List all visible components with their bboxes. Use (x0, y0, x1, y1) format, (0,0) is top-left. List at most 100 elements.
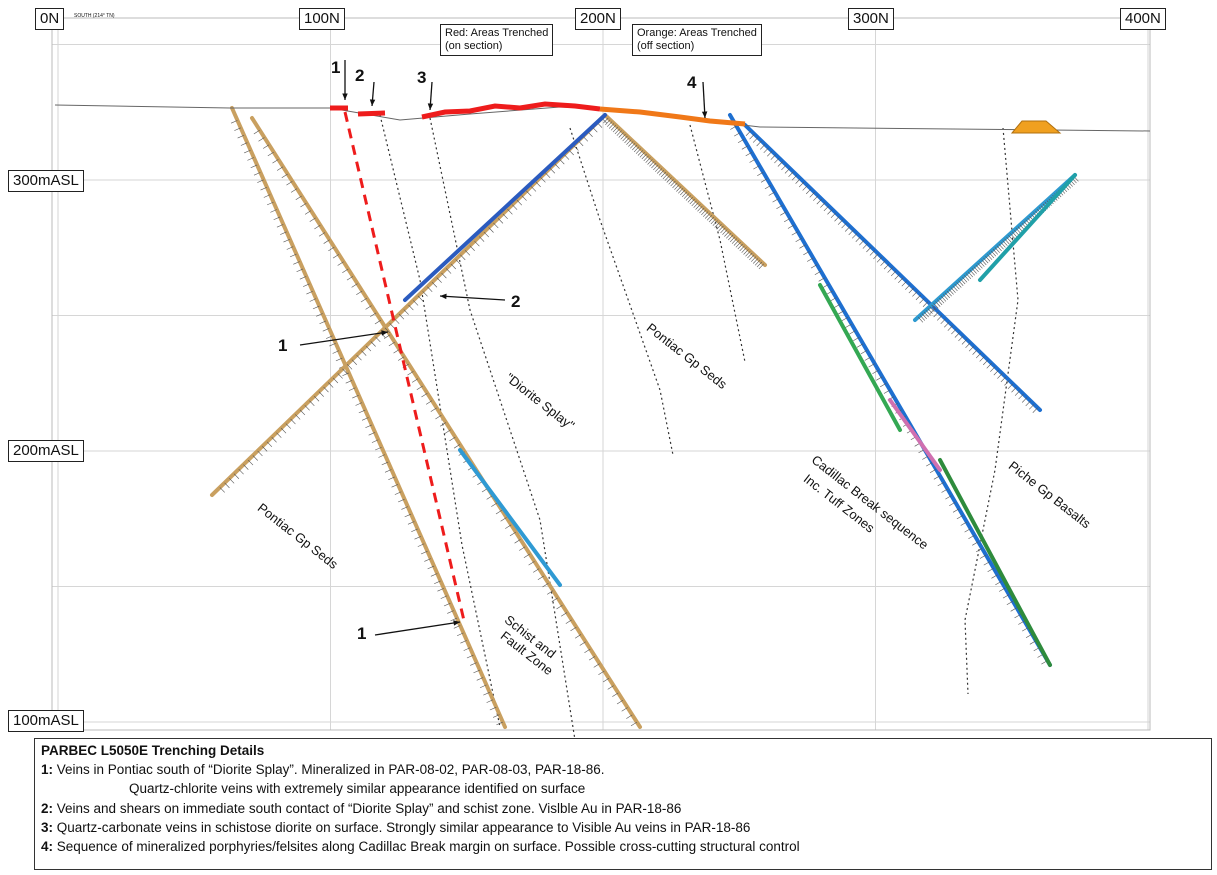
hole-tick (384, 327, 391, 334)
hole-tick (560, 612, 568, 617)
callout-arrow-2 (439, 295, 506, 301)
drill-hole-traces (210, 106, 1079, 729)
hole-tick (637, 150, 643, 156)
callout-1-lower: 1 (357, 624, 367, 643)
hole-tick (1004, 380, 1010, 386)
hole-tick (593, 663, 600, 668)
hole-tick (731, 238, 738, 244)
hole-tick (630, 142, 636, 149)
hole-tick (883, 389, 891, 394)
hole-tick (309, 217, 316, 222)
hole-tick (898, 277, 904, 284)
hole-tick (610, 124, 617, 131)
hole-tick (972, 349, 978, 355)
hole-tick (624, 137, 630, 144)
hole-tick (964, 275, 970, 281)
hole-tick (530, 186, 537, 192)
hole-tick (352, 394, 359, 399)
hole-tick (549, 167, 556, 174)
trench-on-section (357, 110, 386, 117)
hole-tick (455, 259, 461, 265)
fault-trace (569, 127, 674, 456)
hole-tick (998, 587, 1006, 592)
hole-tick (670, 180, 676, 187)
hole-tick (1025, 633, 1033, 638)
hole-tick (460, 640, 467, 644)
hole-tick (990, 366, 996, 372)
hole-tick (309, 400, 315, 407)
hole-tick (237, 134, 245, 139)
hole-tick (614, 128, 620, 135)
hole-tick (926, 462, 933, 467)
hole-tick (500, 517, 507, 522)
hole-tick (649, 160, 655, 167)
hole-tick (941, 296, 947, 302)
hole-tick (514, 539, 521, 544)
hole-tick (998, 243, 1004, 250)
hole-tick (621, 707, 628, 712)
details-item-1: 1: Veins in Pontiac south of “Diorite Sp… (41, 762, 605, 778)
hole-tick (285, 423, 291, 429)
hole-tick (944, 322, 950, 328)
hole-tick (407, 521, 415, 525)
hole-tick (313, 395, 320, 402)
hole-tick (915, 294, 922, 301)
hole-tick (806, 257, 814, 262)
hole-tick (449, 436, 456, 442)
details-item-4: 4: Sequence of mineralized porphyries/fe… (41, 839, 800, 855)
hole-tick (687, 196, 693, 203)
mineralized-interval (888, 398, 942, 472)
hole-tick (393, 349, 400, 354)
hole-tick (316, 313, 323, 317)
details-item-3: 3: Quartz-carbonate veins in schistose d… (41, 819, 751, 835)
hole-tick (1008, 235, 1014, 241)
hole-tick (554, 163, 560, 169)
hole-tick (389, 323, 395, 329)
hole-tick (370, 341, 376, 347)
hole-tick (318, 232, 326, 237)
hole-tick (788, 171, 794, 177)
hole-tick (672, 182, 678, 189)
hole-tick (841, 317, 848, 322)
trench-marker-4: 4 (687, 73, 697, 92)
hole-tick (952, 285, 958, 292)
hole-tick (262, 446, 268, 452)
hole-tick (726, 232, 732, 239)
hole-tick (983, 257, 989, 264)
hole-tick (523, 553, 530, 559)
hole-tick (933, 475, 941, 480)
trench-on-section (421, 101, 601, 120)
hole-tick (574, 634, 582, 639)
hole-tick (491, 502, 498, 507)
hole-tick (727, 234, 734, 241)
hole-tick (956, 515, 964, 520)
fault-trace (689, 124, 746, 363)
hole-tick (612, 692, 619, 697)
hole-tick (887, 267, 893, 273)
hole-tick (460, 254, 466, 261)
hole-tick (351, 283, 358, 288)
hole-tick (848, 229, 854, 236)
hole-tick (749, 254, 755, 261)
hole-tick (697, 205, 703, 212)
hole-tick (502, 213, 508, 220)
details-title: PARBEC L5050E Trenching Details (41, 743, 265, 758)
hole-tick (739, 245, 745, 252)
hole-tick (219, 487, 225, 493)
hole-tick (927, 308, 933, 314)
hole-tick (394, 491, 402, 495)
hole-tick (252, 455, 258, 461)
hole-tick (328, 382, 334, 388)
hole-tick (933, 302, 939, 309)
hole-tick (1000, 376, 1006, 383)
hole-tick (997, 373, 1003, 379)
hole-tick (618, 132, 624, 138)
hole-tick (987, 567, 994, 572)
hole-tick (983, 561, 990, 566)
details-item-2: 2: Veins and shears on immediate south c… (41, 800, 682, 816)
hole-tick (446, 268, 452, 274)
hole-tick (588, 656, 596, 661)
trench-marker-1: 1 (331, 58, 341, 77)
hole-tick (935, 301, 941, 307)
hole-tick (757, 171, 764, 176)
